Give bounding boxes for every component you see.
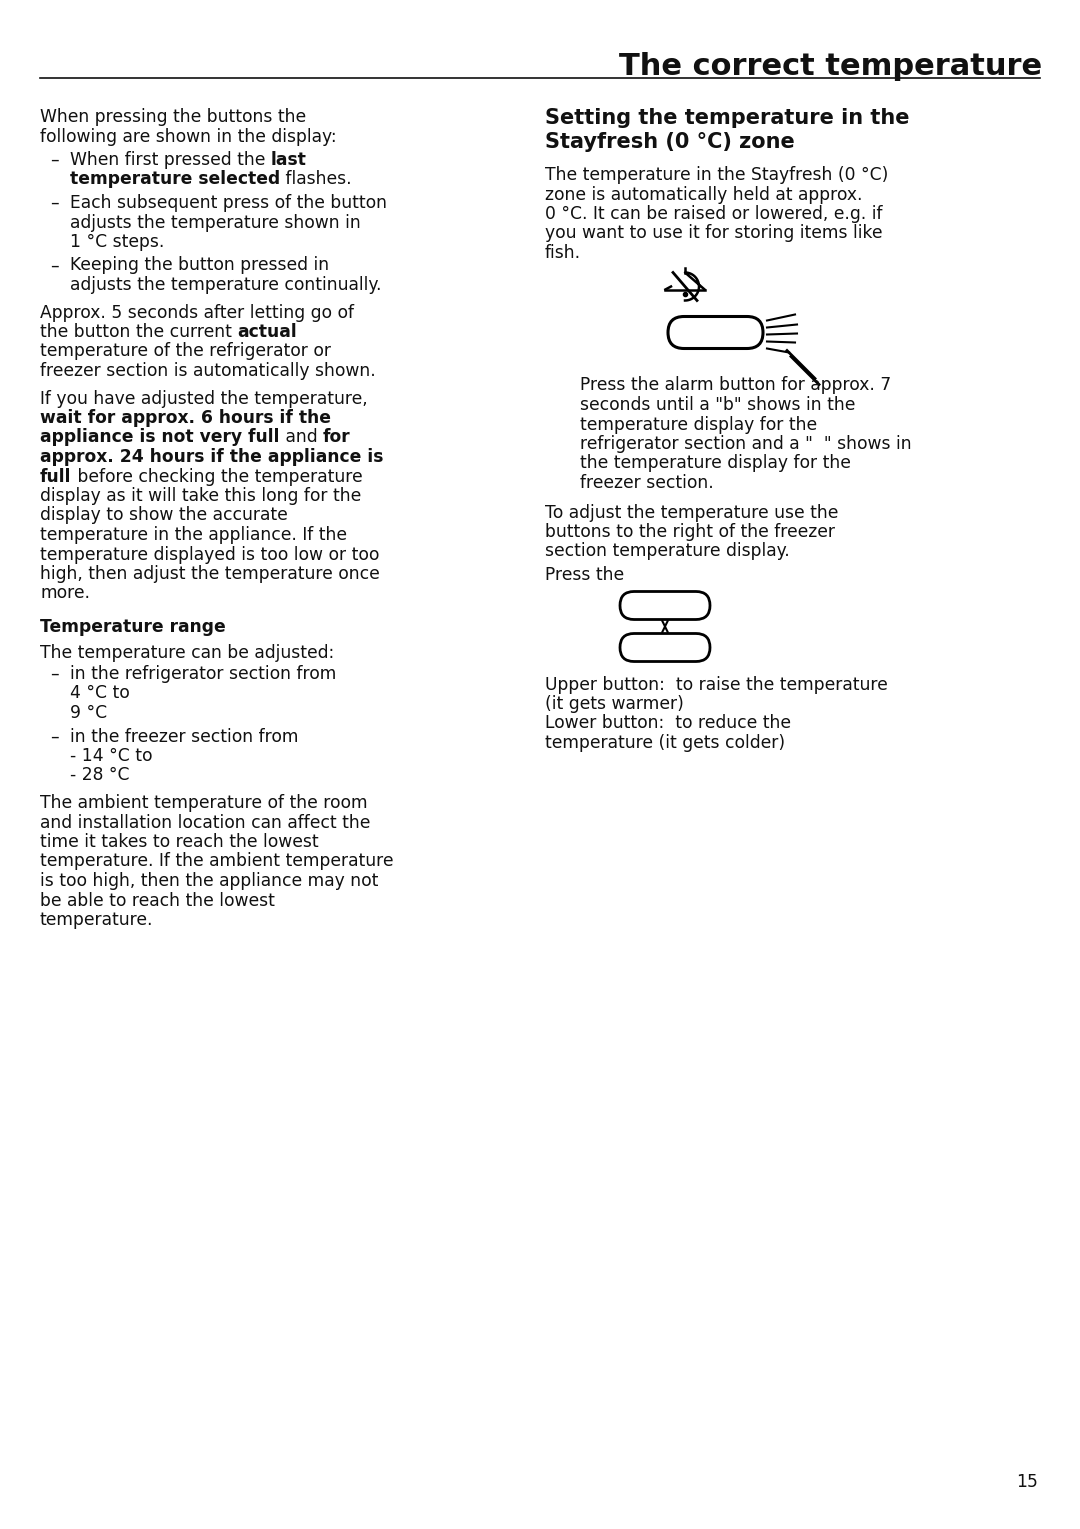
Text: seconds until a "b" shows in the: seconds until a "b" shows in the <box>580 396 855 414</box>
Text: To adjust the temperature use the: To adjust the temperature use the <box>545 503 838 521</box>
Text: refrigerator section and a "  " shows in: refrigerator section and a " " shows in <box>580 434 912 453</box>
Text: last: last <box>271 151 307 170</box>
Text: temperature display for the: temperature display for the <box>580 416 818 434</box>
Text: Press the: Press the <box>545 566 624 584</box>
Text: –: – <box>50 257 58 275</box>
Text: actual: actual <box>238 323 297 341</box>
Text: The correct temperature: The correct temperature <box>619 52 1042 81</box>
Text: When pressing the buttons the: When pressing the buttons the <box>40 109 306 125</box>
Text: Setting the temperature in the: Setting the temperature in the <box>545 109 909 128</box>
Text: Keeping the button pressed in: Keeping the button pressed in <box>70 257 329 275</box>
Text: Approx. 5 seconds after letting go of: Approx. 5 seconds after letting go of <box>40 303 354 321</box>
Text: - 28 °C: - 28 °C <box>70 766 130 784</box>
Text: display to show the accurate: display to show the accurate <box>40 506 287 524</box>
Text: 9 °C: 9 °C <box>70 703 107 722</box>
Text: temperature selected: temperature selected <box>70 171 280 188</box>
Text: fish.: fish. <box>545 245 581 261</box>
Text: 0 °C. It can be raised or lowered, e.g. if: 0 °C. It can be raised or lowered, e.g. … <box>545 205 882 223</box>
Text: approx. 24 hours if the appliance is: approx. 24 hours if the appliance is <box>40 448 383 466</box>
Text: more.: more. <box>40 584 90 602</box>
Text: and: and <box>280 428 323 446</box>
Text: in the refrigerator section from: in the refrigerator section from <box>70 665 336 683</box>
Text: Lower button:  to reduce the: Lower button: to reduce the <box>545 714 791 732</box>
Text: is too high, then the appliance may not: is too high, then the appliance may not <box>40 872 378 890</box>
Text: Each subsequent press of the button: Each subsequent press of the button <box>70 194 387 213</box>
Text: temperature of the refrigerator or: temperature of the refrigerator or <box>40 342 330 361</box>
Text: in the freezer section from: in the freezer section from <box>70 728 298 746</box>
FancyBboxPatch shape <box>669 317 762 349</box>
FancyBboxPatch shape <box>620 592 710 619</box>
Text: be able to reach the lowest: be able to reach the lowest <box>40 891 275 910</box>
Text: display as it will take this long for the: display as it will take this long for th… <box>40 488 361 505</box>
Text: appliance is not very full: appliance is not very full <box>40 428 280 446</box>
Text: When first pressed the: When first pressed the <box>70 151 271 170</box>
Text: time it takes to reach the lowest: time it takes to reach the lowest <box>40 833 319 852</box>
Text: full: full <box>40 468 71 486</box>
Text: –: – <box>50 728 58 746</box>
Text: The temperature in the Stayfresh (0 °C): The temperature in the Stayfresh (0 °C) <box>545 167 889 183</box>
Text: temperature in the appliance. If the: temperature in the appliance. If the <box>40 526 347 544</box>
Text: freezer section is automatically shown.: freezer section is automatically shown. <box>40 362 376 381</box>
Text: Press the alarm button for approx. 7: Press the alarm button for approx. 7 <box>580 376 891 394</box>
Text: temperature (it gets colder): temperature (it gets colder) <box>545 734 785 752</box>
Text: the button the current: the button the current <box>40 323 238 341</box>
Text: temperature displayed is too low or too: temperature displayed is too low or too <box>40 546 379 564</box>
Text: temperature. If the ambient temperature: temperature. If the ambient temperature <box>40 853 393 870</box>
Text: following are shown in the display:: following are shown in the display: <box>40 127 337 145</box>
Text: the temperature display for the: the temperature display for the <box>580 454 851 472</box>
Text: Upper button:  to raise the temperature: Upper button: to raise the temperature <box>545 676 888 694</box>
Text: section temperature display.: section temperature display. <box>545 543 789 561</box>
Text: –: – <box>50 665 58 683</box>
FancyBboxPatch shape <box>620 633 710 662</box>
Text: high, then adjust the temperature once: high, then adjust the temperature once <box>40 566 380 583</box>
Text: before checking the temperature: before checking the temperature <box>71 468 362 486</box>
Text: adjusts the temperature continually.: adjusts the temperature continually. <box>70 277 381 294</box>
Text: and installation location can affect the: and installation location can affect the <box>40 813 370 832</box>
Text: 4 °C to: 4 °C to <box>70 685 130 702</box>
Text: The temperature can be adjusted:: The temperature can be adjusted: <box>40 644 334 662</box>
Text: 1 °C steps.: 1 °C steps. <box>70 232 164 251</box>
Text: Stayfresh (0 °C) zone: Stayfresh (0 °C) zone <box>545 131 795 151</box>
Text: –: – <box>50 194 58 213</box>
Text: you want to use it for storing items like: you want to use it for storing items lik… <box>545 225 882 243</box>
Text: The ambient temperature of the room: The ambient temperature of the room <box>40 794 367 812</box>
Text: Temperature range: Temperature range <box>40 618 226 636</box>
Text: 15: 15 <box>1016 1472 1038 1491</box>
Text: for: for <box>323 428 350 446</box>
Text: –: – <box>50 151 58 170</box>
Text: adjusts the temperature shown in: adjusts the temperature shown in <box>70 214 361 231</box>
Text: - 14 °C to: - 14 °C to <box>70 748 152 764</box>
Text: zone is automatically held at approx.: zone is automatically held at approx. <box>545 185 863 203</box>
Text: wait for approx. 6 hours if the: wait for approx. 6 hours if the <box>40 408 330 427</box>
Text: (it gets warmer): (it gets warmer) <box>545 696 684 713</box>
Text: If you have adjusted the temperature,: If you have adjusted the temperature, <box>40 390 367 408</box>
Text: freezer section.: freezer section. <box>580 474 714 492</box>
Text: flashes.: flashes. <box>280 171 352 188</box>
Text: temperature.: temperature. <box>40 911 153 930</box>
Text: buttons to the right of the freezer: buttons to the right of the freezer <box>545 523 835 541</box>
